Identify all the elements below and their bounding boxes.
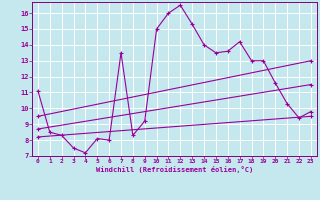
X-axis label: Windchill (Refroidissement éolien,°C): Windchill (Refroidissement éolien,°C) xyxy=(96,166,253,173)
